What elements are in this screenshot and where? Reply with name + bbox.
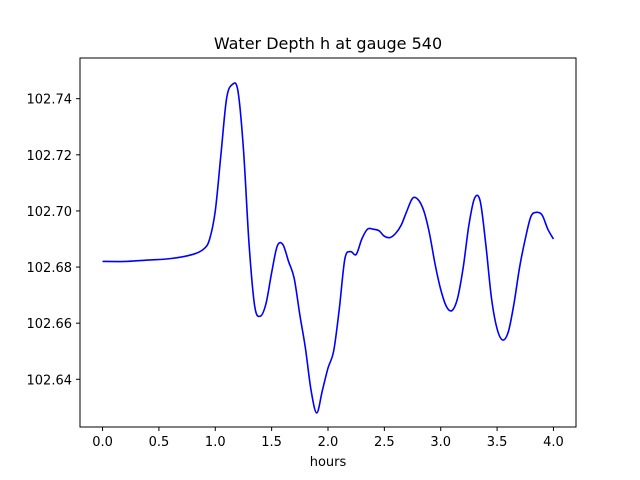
y-tick-label: 102.64 [27,373,73,388]
x-axis-label: hours [310,455,347,470]
x-tick-label: 4.0 [543,435,564,450]
x-tick-label: 3.0 [430,435,451,450]
series-line-0 [102,82,555,414]
x-tick-label: 1.5 [261,435,282,450]
x-tick-label: 0.5 [149,435,170,450]
x-tick-label: 3.5 [487,435,508,450]
x-tick-label: 0.0 [92,435,113,450]
x-tick-label: 1.0 [205,435,226,450]
y-tick-label: 102.66 [27,317,73,332]
y-tick-label: 102.70 [27,205,73,220]
x-tick-label: 2.5 [374,435,395,450]
y-tick-label: 102.74 [27,93,73,108]
chart-title: Water Depth h at gauge 540 [214,34,442,53]
x-tick-label: 2.0 [318,435,339,450]
axes: 0.0 0.5 1.0 1.5 2.0 2.5 3.0 3.5 4.0 102.64 102.66 1… [27,57,577,450]
y-tick-label: 102.72 [27,149,73,164]
plot-area [102,82,555,414]
y-tick-label: 102.68 [27,261,73,276]
